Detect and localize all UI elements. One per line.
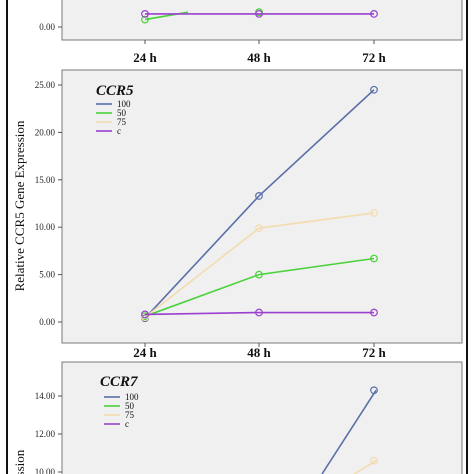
x-tick-label: 72 h: [362, 50, 386, 65]
data-point-100: [370, 386, 378, 395]
legend-label-100: 100: [125, 392, 139, 402]
data-point-75: [370, 456, 378, 465]
y-axis-label: ession: [12, 449, 27, 474]
data-point-c: [255, 9, 263, 18]
figure-frame: [6, 0, 468, 474]
legend-label-c: c: [117, 126, 121, 136]
series-line-75: [144, 212, 375, 318]
series-line-c: [144, 311, 374, 316]
legend-label-75: 75: [117, 117, 127, 127]
x-tick-label: 24 h: [133, 345, 157, 360]
legend-label-50: 50: [125, 401, 135, 411]
series-group: [141, 8, 378, 24]
data-point-50: [255, 270, 263, 279]
plot-area: [61, 0, 463, 41]
y-tick-label: 5.00: [39, 270, 55, 280]
series-group: [321, 386, 378, 474]
data-point-c: [370, 9, 378, 18]
plot-area: [61, 69, 463, 344]
data-point-c: [141, 310, 149, 319]
data-point-75: [255, 224, 263, 233]
data-point-100: [370, 85, 378, 94]
y-tick-label: 25.00: [35, 80, 56, 90]
y-tick-label: 20.00: [35, 127, 56, 137]
y-tick-label: 0.00: [39, 317, 55, 327]
x-tick-label: 24 h: [133, 50, 157, 65]
plot-area: [61, 361, 463, 474]
series-line-100: [144, 89, 375, 319]
legend-label-100: 100: [117, 99, 131, 109]
data-point-c: [255, 308, 263, 317]
data-point-c: [370, 308, 378, 317]
legend-label-c: c: [125, 419, 129, 429]
x-tick-label: 48 h: [247, 50, 271, 65]
y-axis-label: Relative CCR5 Gene Expression: [12, 120, 27, 291]
chart-title: CCR7: [100, 374, 138, 390]
chart-panel-1: 0.00 24 h 48 h 72 h: [39, 0, 463, 65]
y-tick-label: 0.00: [39, 22, 55, 32]
data-point-100: [255, 192, 263, 200]
chart-panel-2: 0.00 5.00 10.00 15.00 20.00 25.00 24 h 48 h 72 h…: [12, 69, 463, 360]
data-point-75: [370, 209, 378, 217]
legend-label-50: 50: [117, 108, 127, 118]
data-point-c: [141, 9, 149, 18]
x-tick-label: 48 h: [247, 345, 271, 360]
y-tick-label: 15.00: [35, 175, 56, 185]
series-line-75: [353, 459, 377, 474]
y-tick-label: 10.00: [35, 222, 56, 232]
series-line-50: [144, 257, 375, 318]
y-tick-label: 12.00: [35, 429, 56, 439]
data-point-50: [370, 254, 378, 263]
data-point-50: [141, 15, 149, 24]
y-tick-label: 10.00: [35, 467, 56, 474]
x-tick-label: 72 h: [362, 345, 386, 360]
y-tick-label: 14.00: [35, 391, 56, 401]
series-group: [141, 85, 378, 323]
legend-label-75: 75: [125, 410, 135, 420]
series-line-100: [321, 389, 377, 474]
chart-title: CCR5: [96, 83, 134, 99]
